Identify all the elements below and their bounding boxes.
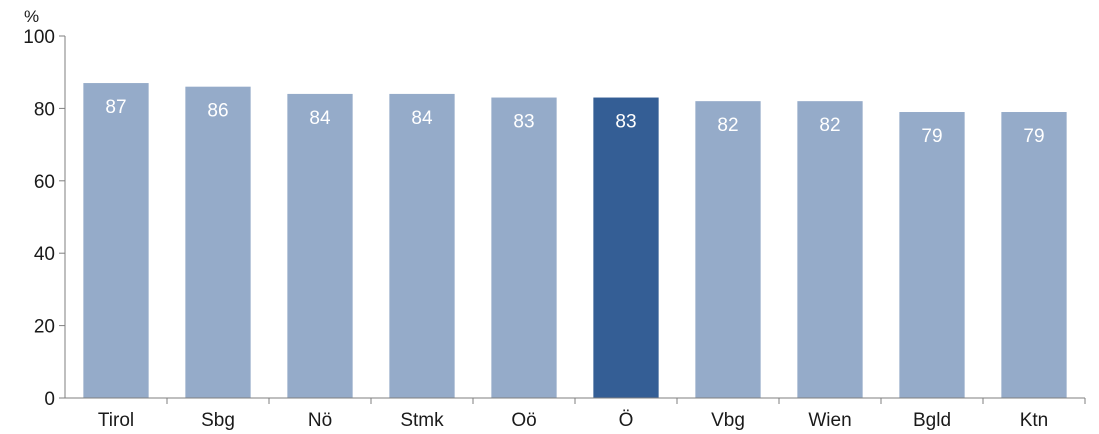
y-axis-unit-label: % bbox=[24, 7, 39, 26]
bar-6 bbox=[695, 101, 761, 398]
data-label-9: 79 bbox=[1023, 126, 1044, 147]
data-label-1: 86 bbox=[207, 101, 228, 122]
x-tick-label-1: Sbg bbox=[201, 410, 235, 431]
y-tick-label: 40 bbox=[34, 244, 55, 265]
y-tick-label: 100 bbox=[23, 27, 55, 48]
bar-8 bbox=[899, 112, 965, 399]
y-tick-label: 60 bbox=[34, 172, 55, 193]
x-tick-label-2: Nö bbox=[308, 410, 332, 431]
bar-0 bbox=[83, 83, 149, 398]
x-tick-label-8: Bgld bbox=[913, 410, 951, 431]
y-tick-label: 0 bbox=[44, 389, 55, 410]
data-label-8: 79 bbox=[921, 126, 942, 147]
bars: 87 86 84 84 83 83 82 82 79 79 bbox=[83, 83, 1067, 399]
bar-7 bbox=[797, 101, 863, 398]
data-label-2: 84 bbox=[309, 108, 331, 129]
data-label-6: 82 bbox=[717, 115, 738, 136]
data-label-4: 83 bbox=[513, 112, 534, 133]
bar-3 bbox=[389, 93, 455, 399]
x-tick-label-4: Oö bbox=[511, 410, 536, 431]
bar-5 bbox=[593, 97, 659, 398]
bar-1 bbox=[185, 86, 251, 399]
y-tick-label: 20 bbox=[34, 317, 55, 338]
bar-2 bbox=[287, 93, 353, 399]
x-tick-label-5: Ö bbox=[619, 410, 634, 431]
bar-4 bbox=[491, 97, 557, 398]
x-tick-label-6: Vbg bbox=[711, 410, 745, 431]
x-tick-label-3: Stmk bbox=[400, 410, 444, 431]
bar-9 bbox=[1001, 112, 1067, 399]
x-axis: Tirol Sbg Nö Stmk Oö Ö Vbg Wien Bgld Ktn bbox=[65, 397, 1086, 431]
data-label-3: 84 bbox=[411, 108, 433, 129]
data-label-0: 87 bbox=[105, 97, 126, 118]
y-axis: 0 20 40 60 80 100 bbox=[23, 27, 66, 410]
y-tick-label: 80 bbox=[34, 99, 55, 120]
x-tick-label-9: Ktn bbox=[1020, 410, 1049, 431]
x-tick-label-0: Tirol bbox=[98, 410, 134, 431]
data-label-7: 82 bbox=[819, 115, 840, 136]
data-label-5: 83 bbox=[615, 112, 636, 133]
x-tick-label-7: Wien bbox=[808, 410, 851, 431]
